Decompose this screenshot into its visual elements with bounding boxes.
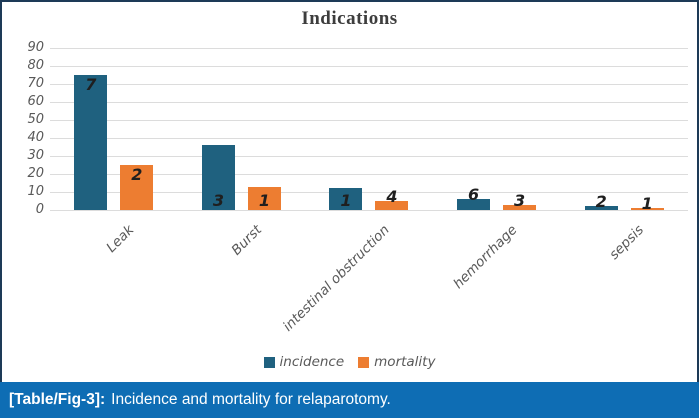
bar-value-label: 3: [514, 190, 526, 210]
gridline: [50, 191, 688, 193]
gridline: [50, 65, 688, 67]
bar-mortality: 3: [503, 191, 537, 210]
bar-value-label: 2: [131, 165, 143, 184]
category-label-text: sepsis: [606, 222, 648, 263]
bar-value-label: 7: [85, 75, 97, 94]
bar-incidence: 7: [74, 75, 108, 210]
chart-title: Indications: [301, 8, 398, 29]
bar-value-label: 1: [340, 191, 352, 210]
category-label-text: Burst: [228, 222, 265, 259]
bar-incidence: 2: [584, 193, 618, 211]
category-label-text: intestinal obstruction: [279, 222, 393, 335]
bar-incidence: 6: [457, 186, 491, 210]
legend-item-mortality: mortality: [358, 354, 435, 370]
gridline: [50, 47, 688, 49]
gridline: [50, 83, 688, 85]
bar-mortality: 1: [247, 186, 281, 210]
y-axis-tick-label: 50: [27, 112, 44, 127]
gridline: [50, 173, 688, 175]
bar-value-label: 3: [212, 191, 224, 210]
caption-text: Incidence and mortality for relaparotomy…: [111, 391, 391, 408]
bar-value-label: 2: [595, 192, 607, 212]
y-axis-tick-label: 30: [27, 148, 44, 163]
legend-swatch-mortality: [358, 356, 370, 368]
category-label-text: Leak: [103, 222, 138, 256]
bar-value-label: 4: [386, 187, 398, 206]
legend-label-mortality: mortality: [374, 354, 436, 370]
gridline: [50, 155, 688, 157]
gridline: [50, 101, 688, 103]
y-axis-tick-label: 90: [27, 40, 44, 55]
y-axis-tick-label: 0: [35, 202, 44, 217]
gridline: [50, 119, 688, 121]
y-axis-tick-label: 40: [27, 130, 44, 145]
gridline: [50, 137, 688, 139]
y-axis-tick-label: 20: [27, 166, 44, 181]
gridline: [50, 209, 688, 211]
bar-value-label: 1: [258, 191, 270, 210]
chart-panel: Indications 0 10 20 30 40 50 60 70 80 90 7 2 Leak 3 1 B…: [0, 0, 699, 382]
bar-mortality: 2: [120, 165, 154, 210]
bar-value-label: 1: [641, 194, 653, 214]
bar-incidence: 1: [329, 188, 363, 210]
figure-caption: [Table/Fig-3]: Incidence and mortality f…: [0, 382, 699, 418]
y-axis-tick-label: 80: [27, 58, 44, 73]
legend-label-incidence: incidence: [279, 354, 345, 370]
bar-mortality: 4: [375, 188, 409, 210]
legend: incidence mortality: [2, 354, 697, 370]
caption-label: [Table/Fig-3]:: [9, 391, 106, 408]
bar-incidence: 3: [201, 145, 235, 210]
y-axis-tick-label: 70: [27, 76, 44, 91]
y-axis-tick-label: 10: [27, 184, 44, 199]
bar-mortality: 1: [630, 195, 664, 213]
y-axis-tick-label: 60: [27, 94, 44, 109]
bar-value-label: 6: [468, 185, 480, 205]
legend-item-incidence: incidence: [263, 354, 345, 370]
plot-area: 0 10 20 30 40 50 60 70 80 90 7 2 Leak 3 1 Burst 1 4 intest…: [27, 40, 688, 335]
category-label-text: hemorrhage: [449, 222, 520, 293]
legend-swatch-incidence: [263, 356, 275, 368]
